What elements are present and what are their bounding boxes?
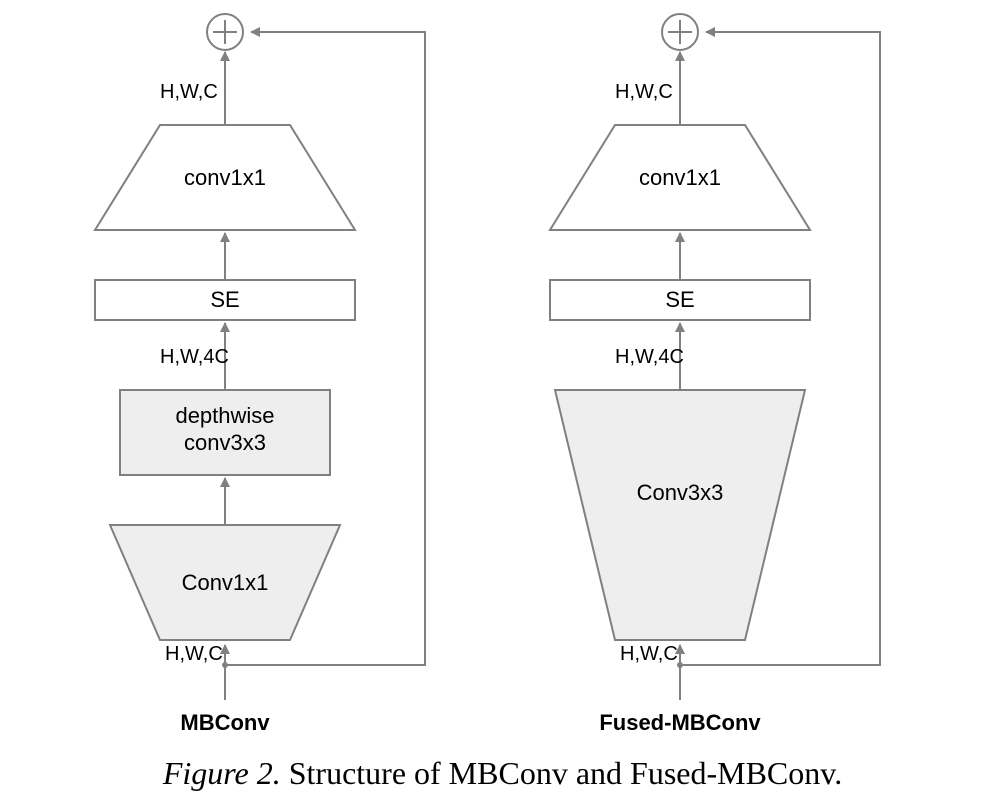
title-right: Fused-MBConv xyxy=(599,710,761,735)
dim-top-right: H,W,C xyxy=(615,81,673,103)
depthwise-label-line1: depthwise xyxy=(175,403,274,428)
conv3x3-label: Conv3x3 xyxy=(637,480,724,505)
se-label-left: SE xyxy=(210,287,239,312)
caption-prefix: Figure 2. xyxy=(163,755,281,791)
diagram-svg: H,W,C Conv1x1 depthwise conv3x3 H,W,4C S… xyxy=(0,0,1005,740)
dim-top-left: H,W,C xyxy=(160,81,218,103)
conv1x1-bottom-label-left: Conv1x1 xyxy=(182,570,269,595)
fused-mbconv-group: H,W,C Conv3x3 H,W,4C SE conv1x1 H,W,C Fu… xyxy=(550,14,880,735)
caption-text: Structure of MBConv and Fused-MBConv. xyxy=(281,755,842,791)
mbconv-group: H,W,C Conv1x1 depthwise conv3x3 H,W,4C S… xyxy=(95,14,425,735)
figure-caption: Figure 2. Structure of MBConv and Fused-… xyxy=(0,755,1005,792)
se-label-right: SE xyxy=(665,287,694,312)
dim-bottom-left: H,W,C xyxy=(165,643,223,665)
dim-mid-left: H,W,4C xyxy=(160,346,229,368)
dim-bottom-right: H,W,C xyxy=(620,643,678,665)
conv1x1-top-label-left: conv1x1 xyxy=(184,165,266,190)
dim-mid-right: H,W,4C xyxy=(615,346,684,368)
conv3x3-shape xyxy=(555,390,805,640)
depthwise-label-line2: conv3x3 xyxy=(184,430,266,455)
conv1x1-top-label-right: conv1x1 xyxy=(639,165,721,190)
figure-canvas: H,W,C Conv1x1 depthwise conv3x3 H,W,4C S… xyxy=(0,0,1005,803)
title-left: MBConv xyxy=(180,710,270,735)
